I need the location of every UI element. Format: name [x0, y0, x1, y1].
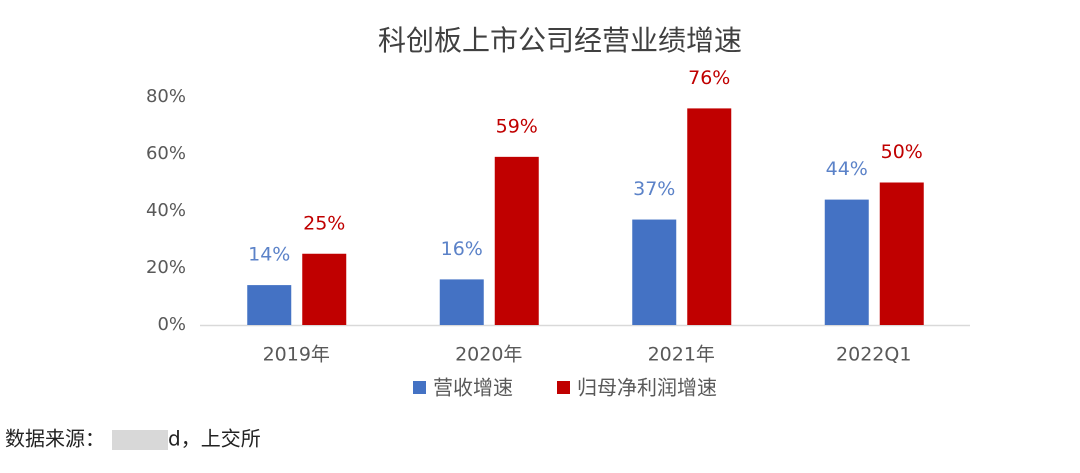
legend-label: 归母净利润增速 [577, 376, 717, 400]
x-tick-label: 2022Q1 [836, 344, 911, 366]
bar [824, 199, 869, 325]
bar [302, 253, 347, 325]
chart-title: 科创板上市公司经营业绩增速 [378, 24, 742, 57]
x-tick-label: 2021年 [648, 344, 715, 366]
value-label: 16% [441, 238, 483, 260]
source-prefix: 数据来源： [5, 427, 105, 451]
value-label: 59% [496, 115, 538, 137]
y-tick-label: 40% [146, 200, 186, 221]
y-tick-label: 80% [146, 86, 186, 107]
bar [879, 182, 924, 325]
blurred-text [112, 430, 168, 450]
bar [687, 108, 732, 326]
x-tick-label: 2020年 [455, 344, 522, 366]
value-label: 25% [303, 212, 345, 234]
y-tick-label: 20% [146, 257, 186, 278]
bar [247, 285, 292, 325]
x-tick-label: 2019年 [263, 344, 330, 366]
value-label: 50% [881, 141, 923, 163]
value-label: 37% [633, 178, 675, 200]
legend-label: 营收增速 [433, 376, 513, 400]
bar [494, 156, 539, 325]
bar [439, 279, 484, 325]
legend-swatch [557, 381, 570, 394]
y-tick-label: 60% [146, 143, 186, 164]
value-label: 14% [248, 244, 290, 266]
bar [632, 219, 677, 325]
source-suffix: d，上交所 [168, 427, 261, 451]
value-label: 76% [688, 67, 730, 89]
y-tick-label: 0% [157, 314, 186, 335]
value-label: 44% [826, 158, 868, 180]
legend-swatch [413, 381, 426, 394]
